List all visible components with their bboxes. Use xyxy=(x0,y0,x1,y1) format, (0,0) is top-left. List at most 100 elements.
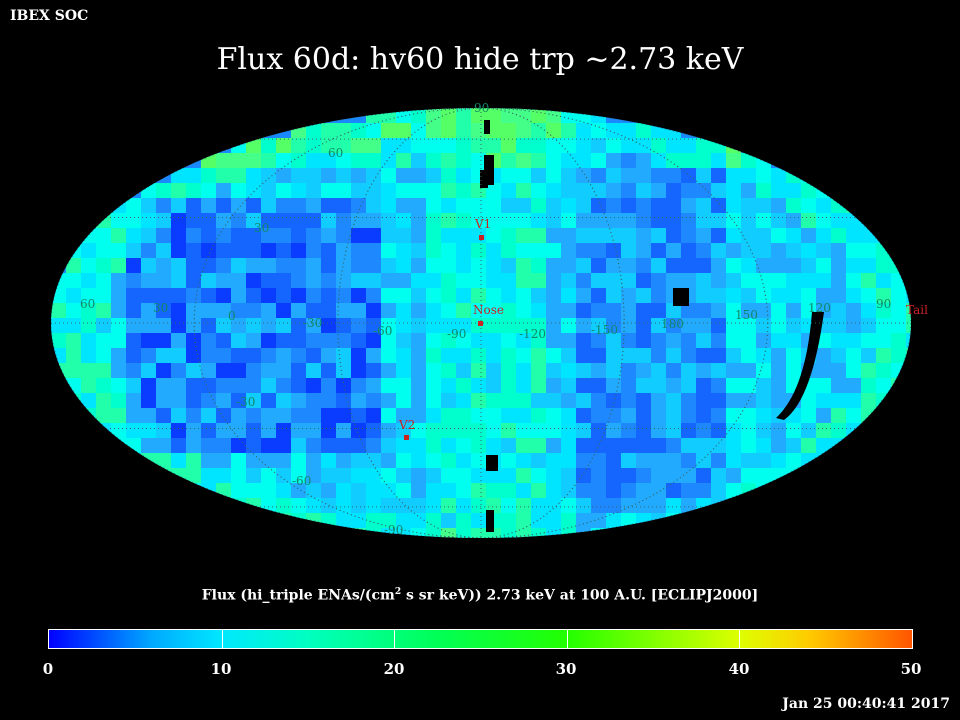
flux-pixel xyxy=(711,423,726,438)
flux-pixel xyxy=(81,288,96,303)
flux-pixel xyxy=(156,378,171,393)
flux-pixel xyxy=(396,423,411,438)
flux-pixel xyxy=(561,153,576,168)
flux-pixel xyxy=(411,303,426,318)
flux-pixel xyxy=(381,408,396,423)
flux-pixel xyxy=(591,498,606,513)
flux-pixel xyxy=(636,468,651,483)
flux-pixel xyxy=(381,468,396,483)
flux-pixel xyxy=(366,468,381,483)
flux-pixel xyxy=(801,453,816,468)
flux-pixel xyxy=(456,513,471,528)
flux-pixel xyxy=(381,288,396,303)
flux-pixel xyxy=(171,483,186,498)
flux-pixel xyxy=(141,213,156,228)
flux-pixel xyxy=(516,153,531,168)
flux-pixel xyxy=(351,528,366,538)
flux-pixel xyxy=(726,363,741,378)
flux-pixel xyxy=(111,378,126,393)
flux-pixel xyxy=(141,393,156,408)
flux-pixel xyxy=(876,333,891,348)
flux-pixel xyxy=(456,483,471,498)
flux-pixel xyxy=(726,153,741,168)
flux-pixel xyxy=(171,228,186,243)
flux-pixel xyxy=(471,363,486,378)
flux-pixel xyxy=(876,363,891,378)
flux-pixel xyxy=(531,438,546,453)
flux-pixel xyxy=(591,183,606,198)
flux-pixel xyxy=(636,363,651,378)
flux-pixel xyxy=(201,198,216,213)
longitude-label: -60 xyxy=(373,324,392,338)
flux-pixel xyxy=(321,168,336,183)
flux-pixel xyxy=(771,318,786,333)
flux-pixel xyxy=(771,288,786,303)
flux-pixel xyxy=(726,303,741,318)
flux-pixel xyxy=(411,483,426,498)
flux-pixel xyxy=(681,183,696,198)
flux-pixel xyxy=(636,168,651,183)
flux-pixel xyxy=(186,408,201,423)
flux-pixel xyxy=(381,273,396,288)
flux-pixel xyxy=(816,198,831,213)
flux-pixel xyxy=(486,138,501,153)
flux-pixel xyxy=(711,453,726,468)
flux-pixel xyxy=(681,498,696,513)
flux-pixel xyxy=(621,183,636,198)
flux-pixel xyxy=(321,438,336,453)
flux-pixel xyxy=(276,138,291,153)
flux-pixel xyxy=(411,138,426,153)
flux-pixel xyxy=(291,348,306,363)
flux-pixel xyxy=(246,498,261,513)
flux-pixel xyxy=(516,438,531,453)
flux-pixel xyxy=(426,123,441,138)
flux-pixel xyxy=(396,138,411,153)
flux-pixel xyxy=(276,378,291,393)
flux-pixel xyxy=(186,318,201,333)
flux-pixel xyxy=(276,468,291,483)
flux-pixel xyxy=(546,468,561,483)
flux-pixel xyxy=(546,348,561,363)
flux-pixel xyxy=(321,198,336,213)
flux-pixel xyxy=(231,183,246,198)
flux-pixel xyxy=(216,453,231,468)
flux-pixel xyxy=(621,408,636,423)
flux-pixel xyxy=(636,288,651,303)
flux-pixel xyxy=(336,198,351,213)
flux-pixel xyxy=(441,498,456,513)
flux-pixel xyxy=(606,318,621,333)
flux-pixel xyxy=(651,363,666,378)
flux-pixel xyxy=(351,363,366,378)
flux-pixel xyxy=(141,453,156,468)
flux-pixel xyxy=(831,228,846,243)
flux-pixel xyxy=(861,243,876,258)
flux-pixel xyxy=(201,393,216,408)
flux-pixel xyxy=(501,303,516,318)
flux-pixel xyxy=(261,303,276,318)
flux-pixel xyxy=(141,363,156,378)
flux-pixel xyxy=(351,183,366,198)
flux-pixel xyxy=(711,228,726,243)
flux-pixel xyxy=(141,198,156,213)
flux-pixel xyxy=(441,393,456,408)
flux-pixel xyxy=(561,498,576,513)
flux-pixel xyxy=(801,168,816,183)
flux-pixel xyxy=(96,363,111,378)
flux-pixel xyxy=(621,138,636,153)
colorbar-caption: Flux (hi_triple ENAs/(cm2 s sr keV)) 2.7… xyxy=(0,587,960,604)
flux-pixel xyxy=(426,258,441,273)
flux-pixel xyxy=(396,153,411,168)
flux-pixel xyxy=(261,378,276,393)
colorbar-label: 20 xyxy=(383,660,405,678)
flux-pixel xyxy=(381,438,396,453)
flux-pixel xyxy=(726,468,741,483)
flux-pixel xyxy=(621,438,636,453)
flux-pixel xyxy=(546,333,561,348)
flux-pixel xyxy=(441,513,456,528)
flux-pixel xyxy=(606,483,621,498)
flux-pixel xyxy=(336,393,351,408)
flux-pixel xyxy=(366,123,381,138)
flux-pixel xyxy=(201,453,216,468)
colorbar-tick xyxy=(566,630,568,648)
flux-pixel xyxy=(426,363,441,378)
